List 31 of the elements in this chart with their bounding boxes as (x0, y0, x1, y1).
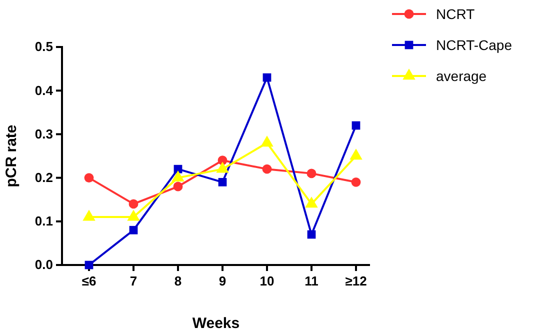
y-tick-label: 0.0 (34, 257, 53, 272)
point (84, 260, 94, 270)
point (173, 182, 183, 192)
y-tick-label: 0.1 (34, 214, 53, 229)
x-tick-label: ≤6 (82, 274, 96, 289)
legend-label: NCRT-Cape (436, 36, 512, 53)
x-tick-label: 8 (174, 274, 182, 289)
x-tick-label: 11 (304, 274, 318, 289)
point (306, 168, 316, 178)
x-tick-label: 10 (260, 274, 274, 289)
x-tick-label: 7 (130, 274, 138, 289)
point (174, 164, 182, 174)
point (262, 73, 272, 82)
point (84, 173, 94, 183)
point (218, 178, 227, 186)
point (129, 226, 138, 234)
legend-label: NCRT (436, 6, 476, 22)
y-tick-label: 0.3 (34, 126, 53, 142)
point (352, 121, 360, 130)
legend-label: average (436, 68, 487, 84)
y-axis-title: pCR rate (3, 124, 20, 188)
point (307, 230, 316, 239)
point (351, 177, 361, 187)
point (262, 164, 272, 174)
y-tick-label: 0.2 (34, 170, 53, 185)
x-tick-label: ≥12 (345, 274, 367, 289)
point (128, 199, 138, 209)
y-tick-label: 0.4 (34, 82, 54, 98)
y-tick-label: 0.5 (34, 39, 53, 54)
x-tick-label: 9 (218, 274, 226, 289)
x-axis-title: Weeks (192, 315, 240, 332)
